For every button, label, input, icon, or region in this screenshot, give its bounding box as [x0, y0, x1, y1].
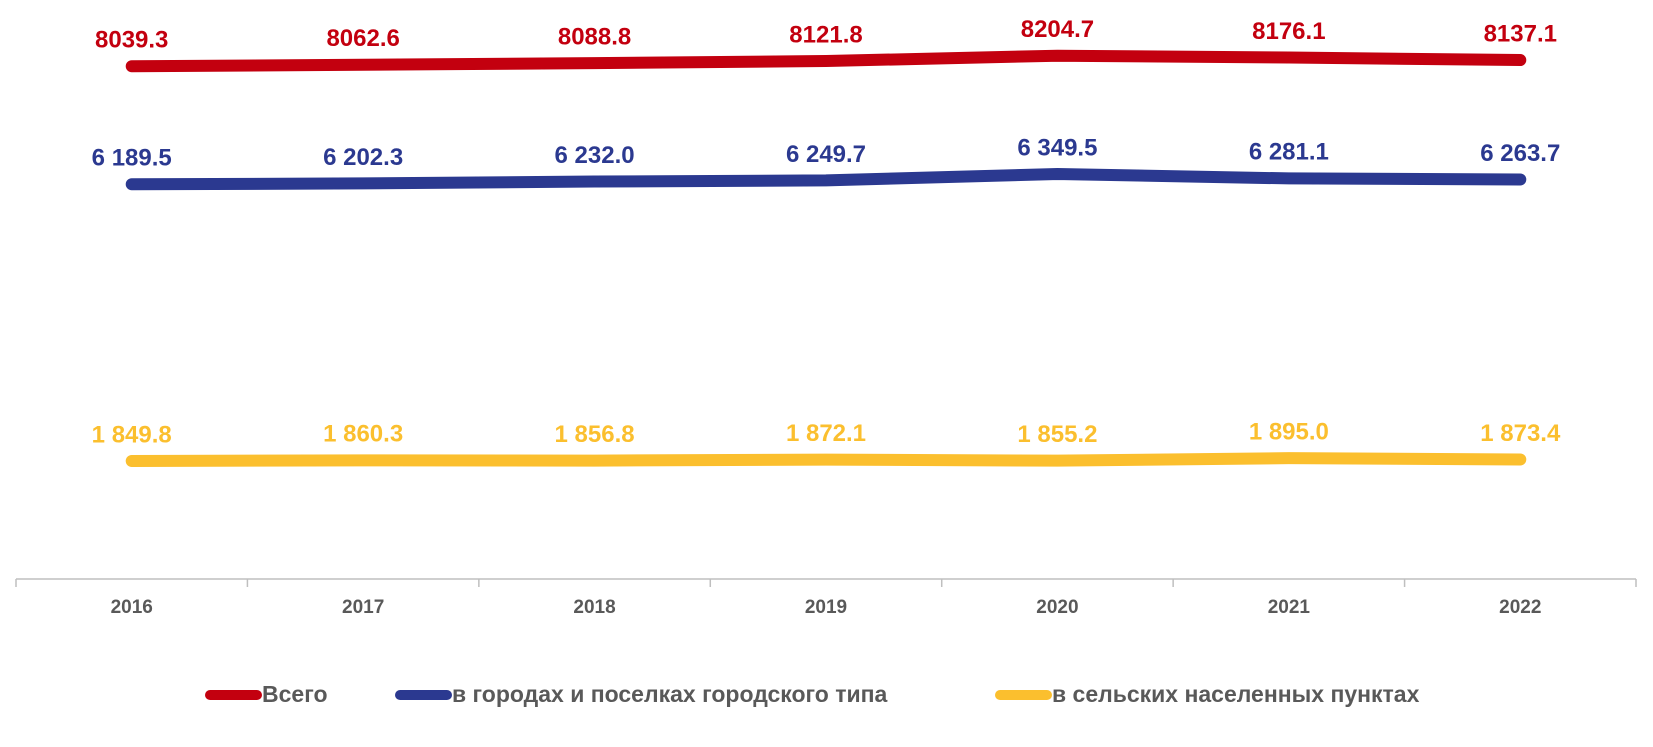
data-label: 8121.8 — [789, 21, 862, 48]
data-label: 6 281.1 — [1249, 139, 1329, 166]
data-label: 8088.8 — [558, 23, 631, 50]
data-label: 6 202.3 — [323, 144, 403, 171]
data-label: 8137.1 — [1484, 20, 1557, 47]
data-label: 1 856.8 — [555, 421, 635, 448]
x-tick-label: 2022 — [1499, 597, 1541, 618]
data-label: 1 849.8 — [92, 421, 172, 448]
data-label: 6 232.0 — [555, 142, 635, 169]
data-label: 8176.1 — [1252, 18, 1325, 45]
x-tick-label: 2021 — [1268, 597, 1311, 618]
data-label: 6 249.7 — [786, 141, 866, 168]
data-label: 1 860.3 — [323, 421, 403, 448]
data-label: 8062.6 — [326, 25, 399, 52]
data-label: 6 263.7 — [1480, 140, 1560, 167]
line — [125, 452, 1527, 468]
legend-label: в сельских населенных пунктах — [1052, 681, 1420, 707]
x-tick-label: 2019 — [805, 597, 847, 618]
data-label: 6 189.5 — [92, 145, 172, 172]
line — [125, 49, 1527, 73]
x-tick-label: 2018 — [573, 597, 615, 618]
legend-label: в городах и поселках городского типа — [452, 681, 888, 707]
data-label: 8204.7 — [1021, 16, 1094, 43]
legend-label: Всего — [262, 681, 328, 707]
x-tick-label: 2017 — [342, 597, 384, 618]
data-label: 1 855.2 — [1017, 421, 1097, 448]
x-tick-label: 2020 — [1036, 597, 1078, 618]
x-tick-label: 2016 — [111, 597, 153, 618]
line — [125, 168, 1527, 191]
data-label: 1 872.1 — [786, 420, 866, 447]
data-label: 6 349.5 — [1017, 134, 1097, 161]
data-label: 8039.3 — [95, 27, 168, 54]
data-label: 1 873.4 — [1480, 420, 1561, 447]
data-label: 1 895.0 — [1249, 418, 1329, 445]
